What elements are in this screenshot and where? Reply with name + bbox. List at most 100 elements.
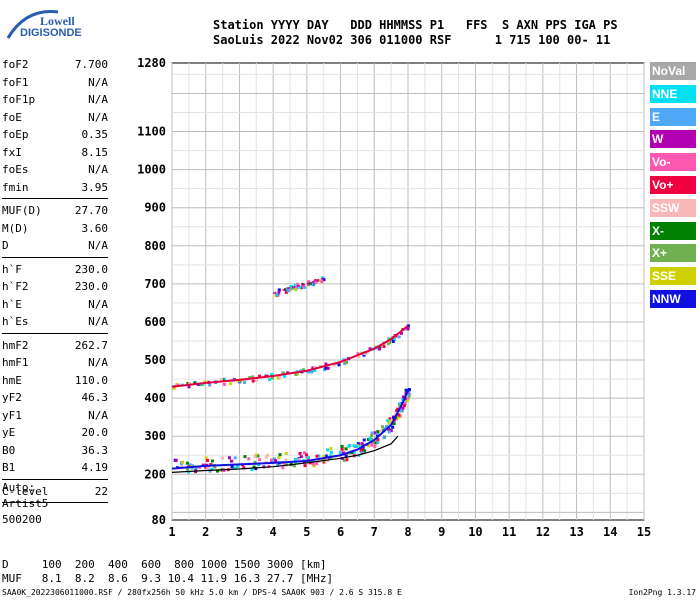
- echo-point: [385, 424, 389, 428]
- param-value: N/A: [88, 93, 108, 106]
- param-name: h`E: [2, 297, 22, 311]
- echo-point: [258, 458, 262, 462]
- param-row: h`Es N/A: [2, 313, 108, 331]
- echo-point: [173, 458, 177, 462]
- echo-point: [352, 454, 356, 458]
- echo-point: [194, 469, 198, 473]
- echo-point: [198, 465, 202, 469]
- echo-point: [406, 397, 410, 401]
- echo-point: [378, 345, 382, 349]
- echo-point: [206, 465, 210, 469]
- echo-point: [303, 451, 307, 455]
- param-value: 0.35: [81, 128, 109, 141]
- echo-point: [255, 378, 259, 382]
- echo-point: [393, 337, 397, 341]
- echo-point: [404, 392, 408, 396]
- echo-point: [342, 452, 346, 456]
- echo-point: [382, 436, 386, 440]
- echo-point: [308, 282, 312, 286]
- param-name: B1: [2, 461, 16, 474]
- footer-info: SAA0K_2022306011000.RSF / 280fx256h 50 k…: [2, 588, 402, 597]
- echo-point: [387, 421, 391, 425]
- polarization-legend: NoVal NNE E W Vo- Vo+ SSW X- X+ SSE NNW: [650, 62, 696, 313]
- true-height-profile-line: [171, 435, 399, 473]
- x-tick-label: 2: [202, 525, 209, 539]
- param-name: foF1: [2, 75, 29, 89]
- echo-point: [269, 373, 273, 377]
- y-tick-label: 80: [152, 513, 166, 527]
- echo-point: [376, 430, 380, 434]
- param-name: hmF1: [2, 356, 29, 369]
- echo-point: [299, 455, 303, 459]
- echo-point: [400, 409, 404, 413]
- echo-point: [344, 453, 348, 457]
- echo-point: [187, 465, 191, 469]
- param-row: h`F 230.0: [2, 261, 108, 279]
- x-tick-label: 12: [536, 525, 550, 539]
- echo-point: [326, 366, 330, 370]
- echo-point: [306, 369, 310, 373]
- echo-point: [187, 385, 191, 389]
- echo-point: [220, 468, 224, 472]
- echo-point: [361, 449, 365, 453]
- echo-point: [280, 461, 284, 465]
- echo-point: [370, 443, 374, 447]
- echo-point: [374, 441, 378, 445]
- echo-point: [303, 285, 307, 289]
- echo-point: [396, 407, 400, 411]
- echo-point: [275, 293, 279, 297]
- echo-point: [344, 361, 348, 365]
- echo-point: [389, 422, 393, 426]
- x-tick-label: 8: [404, 525, 411, 539]
- param-row: M(D) 3.60: [2, 220, 108, 238]
- echo-point: [343, 361, 347, 365]
- echo-point: [208, 383, 212, 387]
- param-row: yF1 N/A: [2, 407, 108, 425]
- echo-point: [340, 456, 344, 460]
- param-separator: [2, 256, 108, 258]
- echo-point: [277, 461, 281, 465]
- x-tick-label: 5: [303, 525, 310, 539]
- echo-point: [320, 458, 324, 462]
- echo-point: [208, 469, 212, 473]
- echo-point: [392, 418, 396, 422]
- echo-point: [362, 353, 366, 357]
- legend-item: SSW: [650, 198, 696, 217]
- echo-point: [398, 404, 402, 408]
- echo-point: [295, 370, 299, 374]
- echo-point: [386, 418, 390, 422]
- echo-point: [174, 458, 178, 462]
- echo-point: [401, 406, 405, 410]
- echo-point: [395, 417, 399, 421]
- echo-point: [353, 444, 357, 448]
- autoscaling-info: Auto: Artist5 500200: [2, 480, 48, 528]
- echo-point: [393, 334, 397, 338]
- echo-point: [277, 456, 281, 460]
- o-trace-line: [171, 390, 409, 470]
- echo-point: [329, 450, 333, 454]
- echo-point: [210, 459, 214, 463]
- y-tick-label: 400: [144, 391, 166, 405]
- echo-point: [382, 345, 386, 349]
- echo-point: [302, 459, 306, 463]
- echo-point: [265, 374, 269, 378]
- echo-point: [277, 461, 281, 465]
- echo-point: [299, 369, 303, 373]
- echo-point: [373, 431, 377, 435]
- param-value: 230.0: [74, 262, 108, 276]
- header-labels: Station YYYY DAY DDD HHMMSS P1 FFS S AXN…: [213, 18, 618, 32]
- param-value: 8.15: [81, 145, 109, 159]
- echo-point: [382, 427, 386, 431]
- echo-point: [328, 456, 332, 460]
- param-name: yF2: [2, 391, 22, 404]
- legend-item: X+: [650, 244, 696, 263]
- echo-point: [230, 465, 234, 469]
- echo-point: [193, 381, 197, 385]
- echo-point: [187, 470, 191, 474]
- echo-point: [370, 431, 374, 435]
- echo-point: [387, 337, 391, 341]
- echo-point: [392, 335, 396, 339]
- echo-point: [185, 461, 189, 465]
- param-value: N/A: [88, 163, 108, 176]
- echo-point: [407, 392, 411, 396]
